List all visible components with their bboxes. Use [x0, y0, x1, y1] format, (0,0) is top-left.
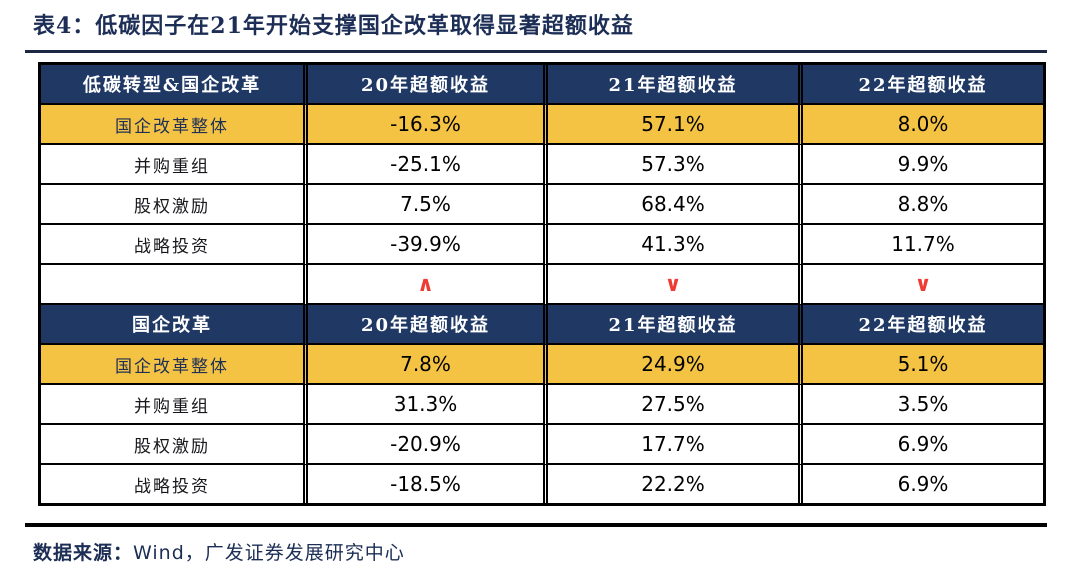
table-row-highlight: 国企改革整体 -16.3% 57.1% 8.0%	[41, 105, 1043, 145]
arrow-row: ∧ ∨ ∨	[41, 265, 1043, 305]
header-cell: 21年超额收益	[543, 305, 798, 345]
header-cell: 20年超额收益	[303, 65, 543, 105]
value-cell: -18.5%	[303, 465, 543, 503]
value-cell: 8.0%	[798, 105, 1043, 145]
value-cell: 57.3%	[543, 145, 798, 185]
header-cell: 22年超额收益	[798, 305, 1043, 345]
value-cell: -39.9%	[303, 225, 543, 265]
data-source: 数据来源：Wind，广发证券发展研究中心	[33, 538, 405, 565]
row-label-cell: 国企改革整体	[41, 345, 303, 385]
value-cell: 9.9%	[798, 145, 1043, 185]
value-cell: 6.9%	[798, 425, 1043, 465]
row-label-cell: 国企改革整体	[41, 105, 303, 145]
value-cell: 68.4%	[543, 185, 798, 225]
footer-divider	[25, 523, 1047, 527]
value-cell: 8.8%	[798, 185, 1043, 225]
row-label-cell: 战略投资	[134, 476, 210, 497]
page-title: 表4：低碳因子在21年开始支撑国企改革取得显著超额收益	[33, 13, 634, 39]
header-cell: 低碳转型&国企改革	[41, 65, 303, 105]
data-source-text: Wind，广发证券发展研究中心	[133, 542, 405, 564]
excess-returns-table: 低碳转型&国企改革 20年超额收益 21年超额收益 22年超额收益 国企改革整体…	[38, 62, 1046, 506]
table-row: 并购重组 31.3% 27.5% 3.5%	[41, 385, 1043, 425]
value-cell: 31.3%	[303, 385, 543, 425]
header-cell: 20年超额收益	[303, 305, 543, 345]
table-row: 战略投资 -18.5% 22.2% 6.9%	[41, 465, 1043, 503]
value-cell: 7.5%	[303, 185, 543, 225]
value-cell: 3.5%	[798, 385, 1043, 425]
table-row: 股权激励 -20.9% 17.7% 6.9%	[41, 425, 1043, 465]
row-label-cell: 股权激励	[41, 185, 303, 225]
data-source-label: 数据来源：	[33, 542, 134, 564]
value-cell: 27.5%	[543, 385, 798, 425]
up-arrow-icon: ∧	[303, 265, 543, 305]
down-arrow-icon: ∨	[543, 265, 798, 305]
row-label-cell: 并购重组	[41, 145, 303, 185]
value-cell: 57.1%	[543, 105, 798, 145]
table-row-highlight: 国企改革整体 7.8% 24.9% 5.1%	[41, 345, 1043, 385]
value-cell: 7.8%	[303, 345, 543, 385]
value-cell: 5.1%	[798, 345, 1043, 385]
value-cell: -20.9%	[303, 425, 543, 465]
header-cell: 22年超额收益	[798, 65, 1043, 105]
table-row: 并购重组 -25.1% 57.3% 9.9%	[41, 145, 1043, 185]
header-cell: 国企改革	[41, 305, 303, 345]
value-cell: -16.3%	[303, 105, 543, 145]
title-divider	[25, 50, 1047, 53]
row-label-cell: 战略投资	[41, 225, 303, 265]
value-cell: 24.9%	[543, 345, 798, 385]
table-row: 战略投资 -39.9% 41.3% 11.7%	[41, 225, 1043, 265]
value-cell: 22.2%	[543, 465, 798, 503]
table1-header-row: 低碳转型&国企改革 20年超额收益 21年超额收益 22年超额收益	[41, 65, 1043, 105]
table-row: 股权激励 7.5% 68.4% 8.8%	[41, 185, 1043, 225]
value-cell: -25.1%	[303, 145, 543, 185]
header-cell: 21年超额收益	[543, 65, 798, 105]
down-arrow-icon: ∨	[798, 265, 1043, 305]
row-label-cell: 并购重组	[41, 385, 303, 425]
value-cell: 11.7%	[798, 225, 1043, 265]
row-label-cell: 股权激励	[41, 425, 303, 465]
value-cell: 41.3%	[543, 225, 798, 265]
table2-header-row: 国企改革 20年超额收益 21年超额收益 22年超额收益	[41, 305, 1043, 345]
value-cell: 17.7%	[543, 425, 798, 465]
empty-cell	[41, 265, 303, 305]
value-cell: 6.9%	[798, 465, 1043, 503]
